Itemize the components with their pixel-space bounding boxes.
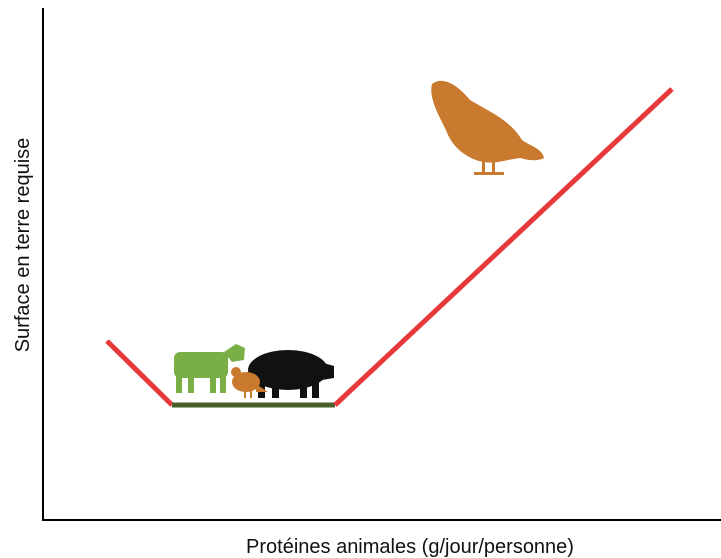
chicken-icon — [431, 81, 544, 175]
x-axis-label: Protéines animales (g/jour/personne) — [246, 536, 574, 558]
diagram: Protéines animales (g/jour/personne) Sur… — [0, 0, 721, 558]
curve-left — [107, 341, 172, 405]
y-axis-label: Surface en terre requise — [12, 138, 34, 353]
